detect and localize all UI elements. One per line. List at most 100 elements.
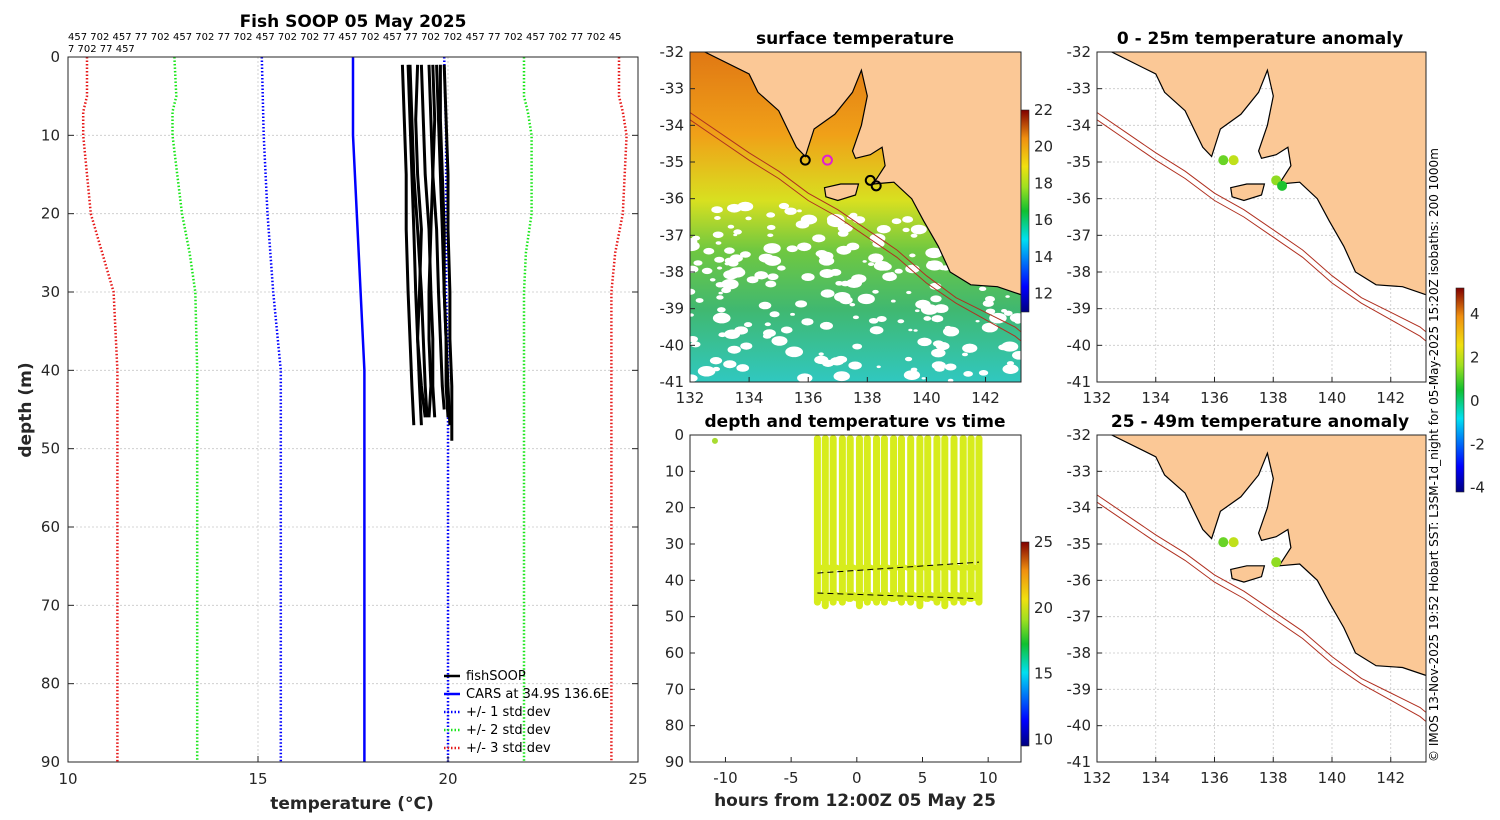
cloud-gap [921, 377, 926, 380]
series-line [414, 64, 427, 418]
legend-item-std2: +/- 2 std dev [444, 723, 551, 738]
cloud-gap [906, 290, 912, 295]
mid-points [943, 563, 955, 572]
time-colorbar [1020, 541, 1030, 747]
y-tick-label: 40 [41, 361, 60, 379]
cloud-gap [891, 218, 902, 225]
isobath-200m [1097, 112, 1426, 333]
cloud-gap [745, 216, 752, 221]
series-line [438, 64, 452, 426]
colorbar-tick-label: 10 [1034, 730, 1053, 748]
cloud-gap [876, 315, 887, 322]
cloud-gap [712, 312, 731, 324]
cloud-gap [1006, 361, 1015, 366]
land-kangaroo-island [823, 183, 860, 202]
cloud-gap [709, 278, 716, 282]
cloud-gap [962, 343, 978, 353]
legend-label: +/- 3 std dev [466, 741, 551, 756]
lat-tick-label: -34 [1067, 116, 1092, 134]
cloud-gap [826, 213, 845, 225]
legend-label: +/- 1 std dev [466, 705, 551, 720]
cloud-gap [875, 255, 882, 260]
axes-box [1096, 51, 1427, 383]
cast-marker [799, 154, 811, 166]
cloud-gap [942, 326, 960, 337]
y-tick-label: 40 [665, 571, 684, 589]
bottom-points [918, 591, 930, 603]
cloud-gap [767, 233, 774, 238]
cloud-gap [876, 365, 881, 369]
mid-points [953, 563, 965, 572]
mid-points [883, 563, 895, 572]
cloud-gap [839, 296, 853, 305]
y-tick-label: 70 [41, 596, 60, 614]
cloud-gap [1012, 350, 1021, 360]
lat-tick-label: -35 [660, 153, 685, 171]
x-tick-label: 5 [918, 769, 928, 787]
colorbar-tick-label: 20 [1034, 138, 1053, 156]
cloud-gap [714, 256, 725, 263]
cloud-gap [947, 378, 954, 382]
anomaly-point [1277, 180, 1288, 191]
bottom-points [900, 591, 913, 603]
time-ticks: -10 -5 0 5 10 0 10 20 30 40 50 60 70 80 90 [665, 426, 998, 787]
cloud-gap [869, 326, 884, 335]
colorbar-tick-label: 12 [1034, 285, 1053, 303]
cloud-gap [766, 224, 776, 231]
cast-marker [864, 174, 876, 186]
lat-tick-label: -36 [1067, 190, 1092, 208]
bottom-points [857, 591, 869, 603]
cloud-gap [851, 274, 867, 284]
isobath-1000m [1097, 119, 1426, 342]
cloud-gap [801, 273, 815, 282]
cloud-gap [897, 319, 905, 324]
max-depth-trace [817, 592, 976, 599]
lat-tick-label: -41 [660, 373, 685, 391]
profile-panel: Fish SOOP 05 May 2025 457 702 457 77 702… [16, 12, 648, 814]
cloud-gap [735, 267, 743, 272]
cloud-gap [712, 366, 721, 372]
cloud-gap [914, 309, 920, 313]
sst-map-panel: surface temperature 132 134 136 138 140 142 -3… [660, 29, 1054, 407]
y-tick-label: 60 [41, 518, 60, 536]
cast-id-labels-line-1: 457 702 457 77 702 457 702 77 702 457 70… [68, 32, 621, 43]
cloud-gap [837, 230, 849, 237]
cloud-gap [697, 366, 716, 377]
series-line [610, 57, 628, 762]
cast-marker [821, 154, 833, 166]
cloud-gap [721, 278, 739, 290]
x-tick-label: 0 [852, 769, 862, 787]
cloud-gap [758, 301, 772, 310]
lon-tick-label: 132 [676, 389, 705, 407]
cloud-gap [902, 216, 914, 223]
cloud-gap [849, 303, 856, 307]
cloud-gap [910, 224, 927, 235]
cloud-gap [718, 332, 727, 338]
colorbar-tick-label: 25 [1034, 533, 1053, 551]
y-tick-label: 30 [41, 283, 60, 301]
colorbar-tick-label: 22 [1034, 101, 1053, 119]
y-tick-label: 0 [674, 426, 684, 444]
y-tick-label: 20 [665, 499, 684, 517]
mid-points [832, 563, 844, 572]
cloud-gap [790, 312, 795, 316]
y-tick-label: 80 [665, 717, 684, 735]
lon-tick-label: 132 [1083, 769, 1112, 787]
cloud-gap [819, 321, 833, 330]
bottom-points [935, 591, 947, 603]
colorbar-tick-label: -2 [1470, 435, 1485, 453]
anom1-map: 132 134 136 138 140 142 -32 -33 -34 -35 -36 -37 -38 -… [1067, 43, 1427, 407]
cloud-gap [812, 234, 826, 243]
cloud-gap [777, 265, 786, 271]
anomaly-map-panel-0-25m: 0 - 25m temperature anomaly 132 134 136 138… [1067, 29, 1427, 407]
sst-ticks: 132 134 136 138 140 142 -32 -33 -34 -35 -36 -37 -38 -… [660, 43, 1000, 407]
mid-points [970, 563, 981, 572]
side-caption: © IMOS 13-Nov-2025 19:52 Hobart SST: L3S… [1427, 148, 1441, 762]
time-title: depth and temperature vs time [705, 412, 1006, 432]
lat-tick-label: -37 [1067, 608, 1092, 626]
cloud-gap [764, 255, 782, 266]
lat-tick-label: -41 [1067, 753, 1092, 771]
lat-tick-label: -40 [1067, 717, 1092, 735]
cloud-gap [904, 356, 913, 362]
lon-tick-label: 142 [1376, 389, 1405, 407]
